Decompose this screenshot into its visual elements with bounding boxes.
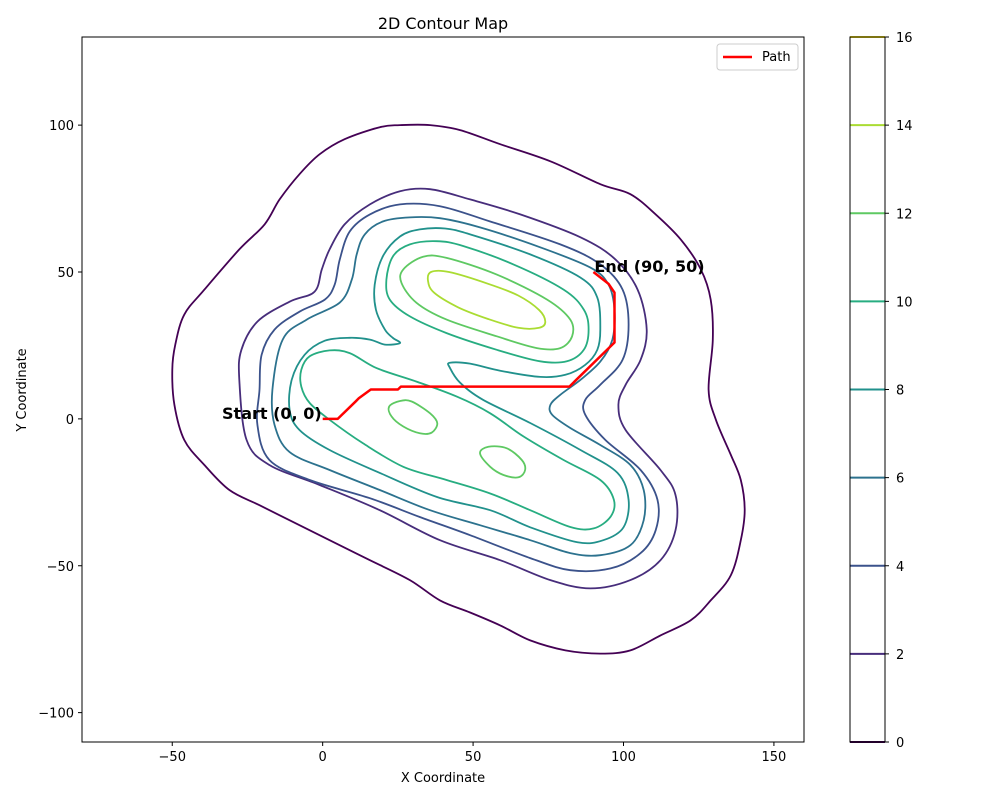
y-tick-label: −50 [47, 560, 74, 575]
annotations: Start (0, 0) End (90, 50) [222, 257, 705, 423]
contour-level-8-line [288, 227, 630, 545]
colorbar-tick-label: 0 [896, 736, 904, 751]
contour-lines [171, 123, 746, 655]
y-tick-label: −100 [38, 707, 74, 722]
chart-title: 2D Contour Map [378, 14, 508, 33]
colorbar-tick-label: 2 [896, 648, 904, 663]
x-tick-label: 150 [762, 750, 787, 765]
colorbar-tick-label: 8 [896, 384, 904, 399]
y-axis-ticks: −100 −50 0 50 100 [38, 119, 82, 722]
y-tick-label: 0 [66, 413, 74, 428]
colorbar-tick-label: 10 [896, 295, 913, 310]
x-tick-label: −50 [159, 750, 186, 765]
annotation-label: End (90, 50) [594, 257, 704, 276]
contour-level-4-line [256, 202, 660, 573]
colorbar-tick-label: 16 [896, 31, 913, 46]
legend: Path [716, 43, 799, 71]
contour-level-6-line [270, 216, 647, 557]
contour-level-10-line [299, 349, 616, 531]
x-axis-label: X Coordinate [401, 771, 485, 786]
x-tick-label: 100 [611, 750, 636, 765]
legend-box [716, 43, 799, 71]
contour-level-0-line [171, 123, 746, 655]
contour-level-12-line [479, 445, 527, 479]
contour-level-2-line [237, 187, 679, 590]
y-tick-label: 100 [49, 119, 74, 134]
colorbar-tick-label: 4 [896, 560, 904, 575]
colorbar: 0 2 4 6 8 10 12 14 16 [849, 31, 913, 751]
annotation-label: Start (0, 0) [222, 404, 322, 423]
colorbar-tick-label: 12 [896, 207, 913, 222]
x-tick-label: 0 [319, 750, 327, 765]
y-tick-label: 50 [57, 266, 74, 281]
x-axis-ticks: −50 0 50 100 150 [159, 742, 787, 765]
contour-level-14-line [426, 269, 547, 330]
plot-frame [81, 36, 805, 743]
colorbar-tick-label: 6 [896, 472, 904, 487]
path-line [322, 271, 616, 421]
contour-level-12-line [387, 399, 439, 435]
legend-label: Path [762, 50, 791, 65]
colorbar-tick-label: 14 [896, 119, 913, 134]
x-tick-label: 50 [465, 750, 482, 765]
path-series [322, 271, 616, 421]
y-axis-label: Y Coordinate [15, 348, 30, 432]
contour-level-12-line [399, 254, 575, 351]
contour-level-10-line [385, 240, 590, 364]
